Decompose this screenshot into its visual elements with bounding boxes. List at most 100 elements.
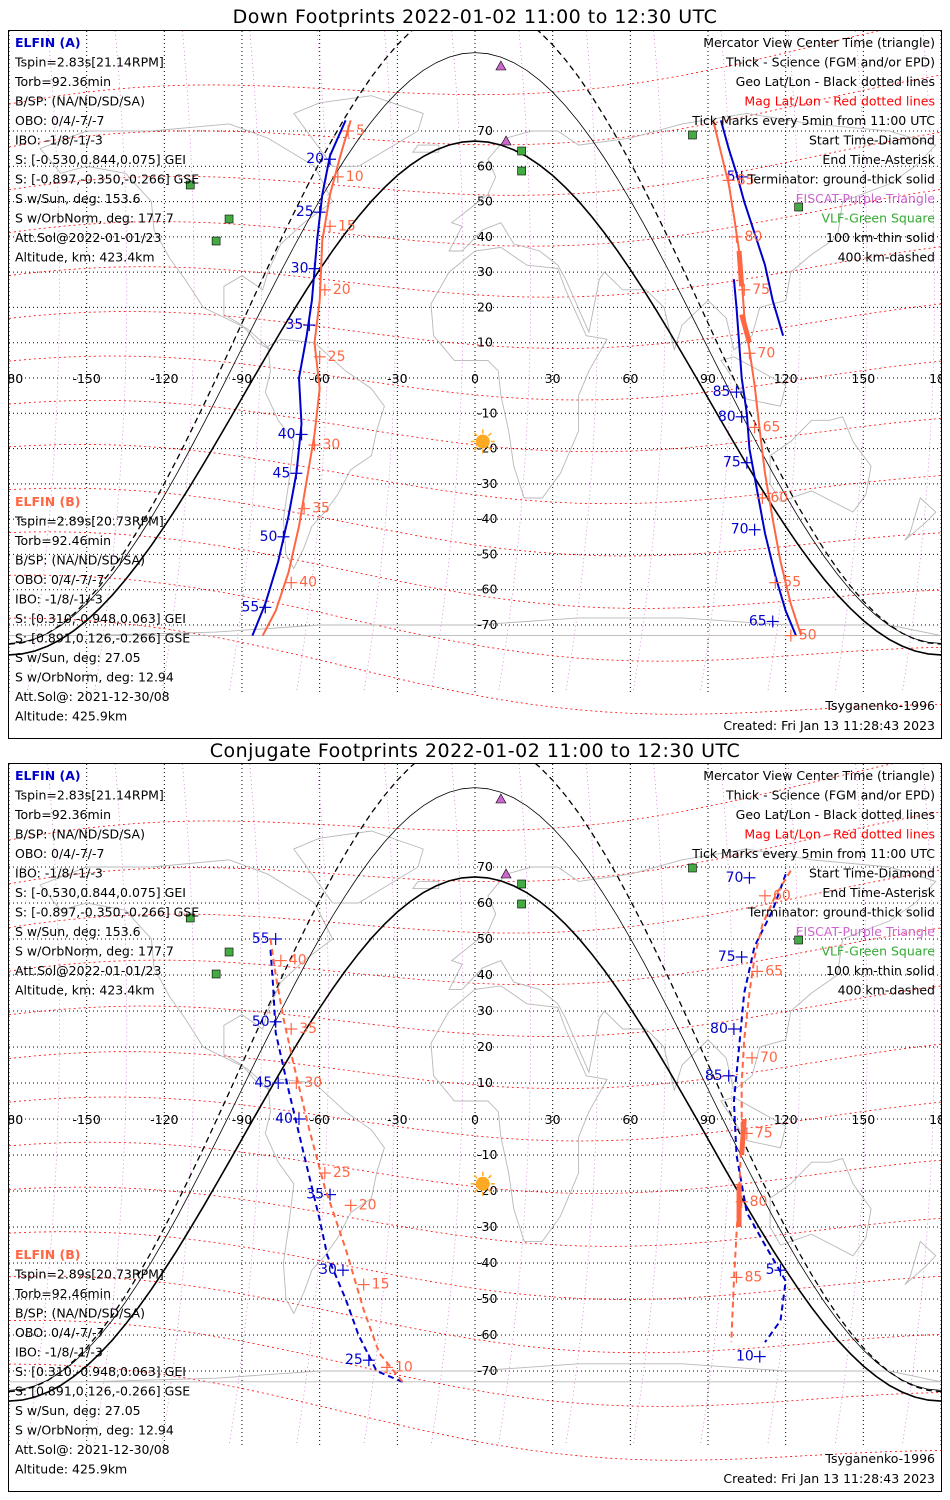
legend-item: 400 km-dashed	[838, 983, 935, 998]
mag-meridian	[94, 764, 128, 1447]
legend-item: 100 km-thin solid	[826, 963, 935, 978]
track-elfin-b	[261, 120, 352, 637]
tick-label: 15	[338, 218, 356, 234]
tick-label: 30	[291, 261, 309, 277]
legend-item: VLF-Green Square	[821, 944, 935, 959]
science-segment	[739, 1118, 747, 1156]
mag-meridian	[834, 31, 868, 694]
mag-latitude-line	[9, 1231, 941, 1300]
legend-item: EISCAT-Purple Triangle	[796, 191, 936, 206]
mag-latitude-line	[9, 1319, 941, 1407]
mag-latitude-line	[9, 617, 941, 715]
vlf-square	[224, 947, 234, 957]
tick-label: 5	[356, 123, 365, 139]
elfin-b-info-line: Tspin=2.89s[20.73RPM]	[14, 514, 164, 529]
tick-label: 35	[285, 317, 303, 333]
elfin-a-info-line: S w/Sun, deg: 153.6	[15, 924, 141, 939]
tick-label: 85	[737, 172, 755, 188]
lat-tick-label: 50	[477, 931, 493, 946]
coastline	[9, 617, 941, 637]
terminator-100km	[9, 52, 941, 644]
tick-label: 80	[710, 1021, 728, 1037]
mag-latitude-line	[9, 985, 941, 1037]
legend-item: Thick - Science (FGM and/or EPD)	[725, 55, 935, 70]
lat-tick-label: 40	[477, 967, 493, 982]
sun-ray	[473, 1174, 478, 1179]
legend-item: VLF-Green Square	[821, 211, 935, 226]
mag-meridian	[228, 31, 262, 694]
elfin-b-info-line: B/SP: (NA/ND/SD/SA)	[15, 553, 145, 568]
lat-tick-label: 70	[477, 123, 493, 138]
legend-item: Mercator View Center Time (triangle)	[703, 35, 935, 50]
legend-item: Tick Marks every 5min from 11:00 UTC	[691, 846, 935, 861]
mag-meridian	[296, 764, 330, 1447]
lat-tick-label: -60	[477, 582, 497, 597]
elfin-b-info-line: OBO: 0/4/-7/-7	[15, 1325, 104, 1340]
tick-label: 65	[765, 963, 783, 979]
mag-latitude-line	[9, 487, 941, 557]
coastline	[412, 880, 440, 890]
mag-latitude-line	[9, 869, 941, 934]
footer-model: Tsyganenko-1996	[824, 698, 935, 713]
lon-tick-label: -120	[150, 1112, 178, 1127]
elfin-b-label: ELFIN (B)	[15, 1247, 80, 1262]
lon-tick-label: -90	[232, 371, 252, 386]
eiscat-triangle	[500, 868, 512, 879]
tick-label: 45	[254, 1075, 272, 1091]
tick-label: 80	[718, 409, 736, 425]
legend-item: Start Time-Diamond	[809, 133, 935, 148]
track-elfin-a	[732, 279, 797, 636]
legend-item: Geo Lat/Lon - Black dotted lines	[736, 807, 935, 822]
mag-latitude-line	[9, 74, 941, 148]
legend-item: Geo Lat/Lon - Black dotted lines	[736, 74, 935, 89]
mag-latitude-line	[9, 131, 941, 196]
tick-label: 20	[333, 282, 351, 298]
vlf-square	[211, 969, 221, 979]
lon-tick-label: -150	[72, 1112, 100, 1127]
tick-label: 60	[773, 888, 791, 904]
coastline	[904, 497, 937, 541]
elfin-a-info-line: B/SP: (NA/ND/SD/SA)	[15, 827, 145, 842]
mag-meridian	[767, 764, 801, 1447]
legend-item: Terminator: ground-thick solid	[747, 172, 935, 187]
lon-tick-label: -180	[9, 371, 23, 386]
terminator-400km	[9, 31, 941, 645]
lon-tick-label: 90	[700, 371, 716, 386]
legend-item: End Time-Asterisk	[822, 885, 935, 900]
lat-tick-label: 50	[477, 194, 493, 209]
lat-tick-label: -10	[477, 405, 497, 420]
elfin-b-info-line: IBO: -1/8/-1/-3	[15, 1345, 103, 1360]
lon-tick-label: -150	[72, 371, 100, 386]
mag-latitude-line	[9, 443, 941, 505]
mag-latitude-line	[9, 31, 880, 105]
tick-label: 65	[763, 419, 781, 435]
lon-tick-label: 0	[471, 371, 479, 386]
vlf-square	[517, 166, 526, 176]
terminator-400km	[9, 764, 941, 1393]
eiscat-triangle	[500, 135, 512, 146]
legend-item: End Time-Asterisk	[822, 152, 935, 167]
vlf-square	[211, 236, 221, 246]
lon-tick-label: 180	[929, 371, 941, 386]
tick-label: 55	[252, 931, 270, 947]
lat-tick-label: 10	[477, 1075, 493, 1090]
legend-item: Mag Lat/Lon - Red dotted lines	[744, 94, 935, 109]
track-elfin-b	[730, 870, 792, 1343]
tick-label: 40	[275, 1111, 293, 1127]
vlf-square	[688, 130, 697, 140]
mag-latitude-line	[9, 1363, 941, 1461]
mag-meridian	[363, 31, 397, 694]
lat-tick-label: 60	[477, 895, 493, 910]
vlf-square	[794, 935, 803, 945]
vlf-square	[185, 913, 195, 923]
coastline	[430, 985, 608, 1242]
coastline	[293, 830, 424, 904]
elfin-a-info-line: OBO: 0/4/-7/-7	[15, 113, 104, 128]
sun-ray	[487, 446, 492, 451]
lat-tick-label: -30	[477, 476, 497, 491]
vlf-square	[517, 899, 526, 909]
panel-title-conjugate: Conjugate Footprints 2022-01-02 11:00 to…	[209, 740, 741, 762]
mag-meridian	[699, 764, 733, 1447]
legend-item: Thick - Science (FGM and/or EPD)	[725, 788, 935, 803]
elfin-a-info-line: S: [-0.897,-0.350,-0.266] GSE	[15, 172, 199, 187]
